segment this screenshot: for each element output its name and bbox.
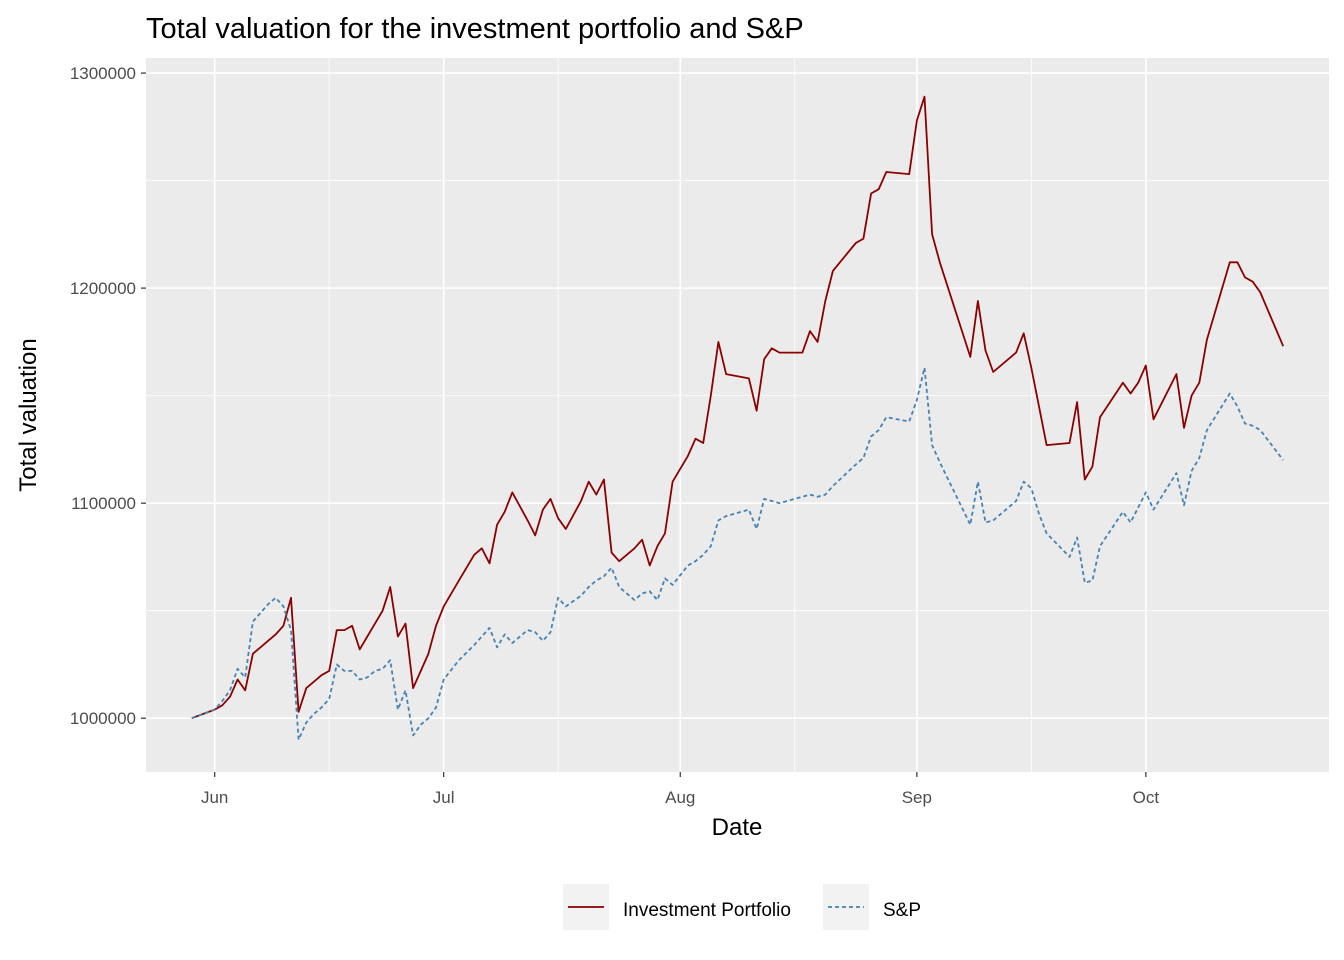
y-tick-label: 1000000 [70, 709, 136, 728]
y-tick-label: 1300000 [70, 64, 136, 83]
minor-gridlines [146, 58, 1329, 772]
legend-item: Investment Portfolio [563, 884, 791, 930]
series-layer [191, 95, 1285, 741]
x-tick-label: Aug [665, 788, 695, 807]
x-axis: Jun Jul Aug Sep Oct [201, 772, 1159, 807]
legend-label: Investment Portfolio [623, 900, 791, 921]
x-tick-label: Jun [201, 788, 228, 807]
y-tick-label: 1200000 [70, 279, 136, 298]
x-axis-title: Date [712, 814, 763, 841]
major-gridlines [146, 58, 1329, 772]
legend-item: S&P [823, 884, 921, 930]
plot-panel [146, 58, 1329, 772]
x-tick-label: Oct [1133, 788, 1160, 807]
x-tick-label: Jul [433, 788, 455, 807]
y-tick-label: 1100000 [71, 494, 136, 513]
y-axis-title: Total valuation [15, 338, 42, 491]
x-tick-label: Sep [902, 788, 932, 807]
series-line [191, 366, 1284, 741]
chart-title: Total valuation for the investment portf… [146, 13, 804, 45]
series-line [191, 95, 1285, 720]
legend: Investment Portfolio S&P [563, 884, 921, 930]
legend-label: S&P [883, 900, 921, 921]
y-axis: 1000000 1100000 1200000 1300000 [70, 64, 146, 728]
